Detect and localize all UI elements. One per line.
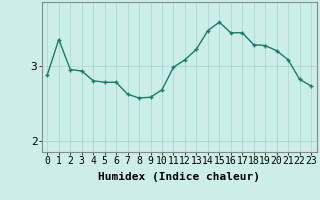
X-axis label: Humidex (Indice chaleur): Humidex (Indice chaleur) [98,172,260,182]
